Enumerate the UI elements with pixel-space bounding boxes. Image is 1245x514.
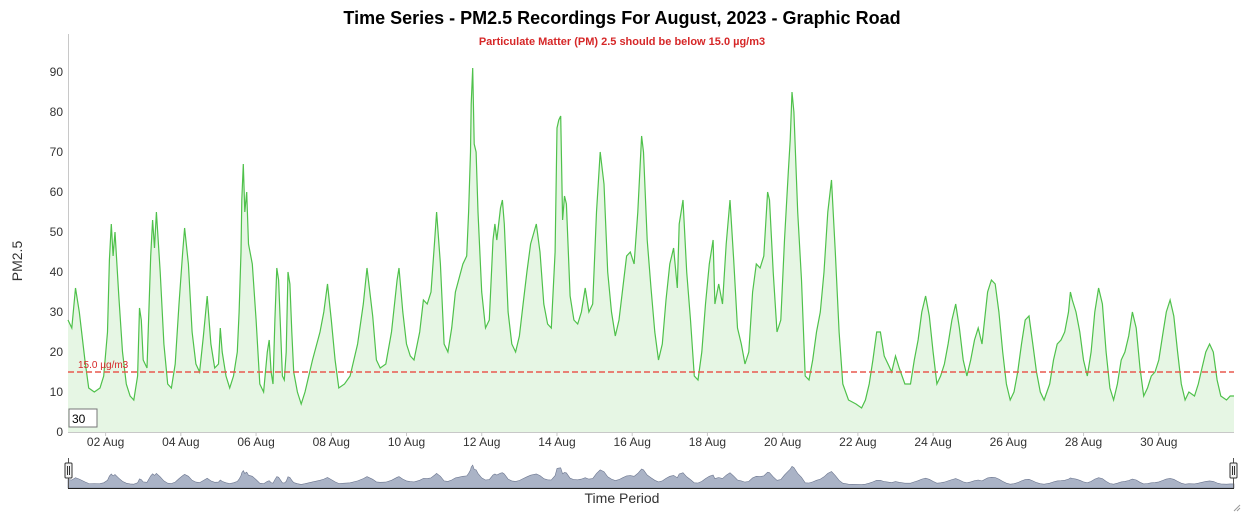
navigator[interactable] bbox=[64, 458, 1238, 489]
reference-line-label: 15.0 µg/m3 bbox=[78, 360, 129, 371]
x-tick-label: 16 Aug bbox=[614, 435, 651, 449]
x-tick-label: 30 Aug bbox=[1140, 435, 1177, 449]
y-tick-label: 50 bbox=[50, 225, 64, 239]
y-tick-label: 20 bbox=[50, 345, 64, 359]
x-tick-label: 10 Aug bbox=[388, 435, 425, 449]
y-tick-label: 40 bbox=[50, 265, 64, 279]
chart-subtitle: Particulate Matter (PM) 2.5 should be be… bbox=[479, 36, 765, 48]
y-axis-label: PM2.5 bbox=[9, 241, 25, 282]
x-tick-label: 24 Aug bbox=[914, 435, 951, 449]
y-tick-label: 10 bbox=[50, 385, 64, 399]
x-tick-label: 18 Aug bbox=[689, 435, 726, 449]
resize-grip-icon[interactable] bbox=[1233, 504, 1241, 512]
navigator-left-handle[interactable] bbox=[64, 462, 73, 479]
x-tick-label: 22 Aug bbox=[839, 435, 876, 449]
pm25-series-line bbox=[67, 67, 1234, 409]
rolling-period-value[interactable]: 30 bbox=[72, 412, 86, 426]
x-tick-label: 06 Aug bbox=[237, 435, 274, 449]
x-axis-title: Time Period bbox=[585, 490, 660, 506]
x-tick-label: 02 Aug bbox=[87, 435, 124, 449]
pm25-area-fill bbox=[68, 68, 1234, 432]
y-tick-label: 70 bbox=[50, 145, 64, 159]
x-tick-label: 20 Aug bbox=[764, 435, 801, 449]
y-axis: 0 10 20 30 40 50 60 70 80 90 bbox=[50, 65, 64, 439]
y-tick-label: 90 bbox=[50, 65, 64, 79]
x-tick-label: 26 Aug bbox=[990, 435, 1027, 449]
x-axis: 02 Aug 04 Aug 06 Aug 08 Aug 10 Aug 12 Aug 14 A… bbox=[87, 432, 1177, 449]
y-tick-label: 30 bbox=[50, 305, 64, 319]
x-tick-label: 08 Aug bbox=[313, 435, 350, 449]
y-tick-label: 60 bbox=[50, 185, 64, 199]
y-tick-label: 80 bbox=[50, 105, 64, 119]
chart-title: Time Series - PM2.5 Recordings For Augus… bbox=[343, 8, 900, 28]
navigator-series bbox=[67, 464, 1235, 489]
x-tick-label: 14 Aug bbox=[538, 435, 575, 449]
x-tick-label: 28 Aug bbox=[1065, 435, 1102, 449]
x-tick-label: 04 Aug bbox=[162, 435, 199, 449]
rolling-period-box[interactable] bbox=[68, 408, 98, 428]
x-tick-label: 12 Aug bbox=[463, 435, 500, 449]
y-tick-label: 0 bbox=[56, 425, 63, 439]
navigator-right-handle[interactable] bbox=[1229, 462, 1238, 479]
